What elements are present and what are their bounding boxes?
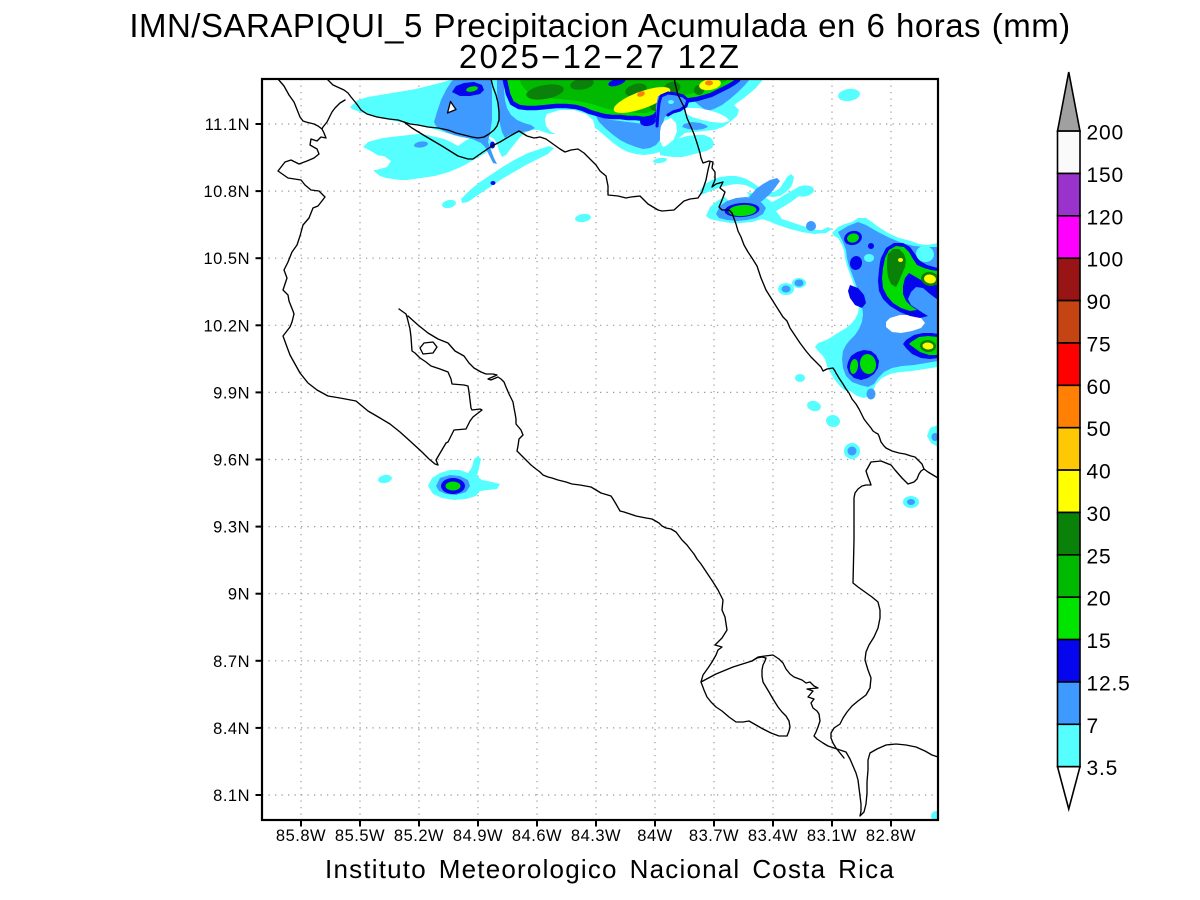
svg-text:9.6N: 9.6N (213, 452, 250, 470)
svg-text:75: 75 (1087, 334, 1112, 357)
svg-text:8.4N: 8.4N (213, 720, 250, 738)
svg-text:25: 25 (1087, 545, 1112, 568)
svg-text:84.9W: 84.9W (453, 827, 503, 845)
svg-text:10.2N: 10.2N (203, 317, 250, 335)
svg-text:12.5: 12.5 (1087, 673, 1131, 696)
svg-text:8.1N: 8.1N (213, 787, 250, 805)
svg-text:8.7N: 8.7N (213, 653, 250, 671)
svg-text:200: 200 (1087, 122, 1124, 145)
svg-text:83.4W: 83.4W (748, 827, 798, 845)
svg-text:82.8W: 82.8W (866, 827, 916, 845)
svg-text:85.5W: 85.5W (335, 827, 385, 845)
svg-text:84.6W: 84.6W (512, 827, 562, 845)
svg-text:10.5N: 10.5N (203, 250, 250, 268)
svg-text:10.8N: 10.8N (203, 183, 250, 201)
svg-text:100: 100 (1087, 249, 1124, 272)
svg-text:30: 30 (1087, 503, 1112, 526)
svg-text:84.3W: 84.3W (571, 827, 621, 845)
svg-text:84W: 84W (637, 827, 672, 845)
svg-text:120: 120 (1087, 206, 1124, 229)
svg-text:90: 90 (1087, 291, 1112, 314)
svg-text:83.7W: 83.7W (689, 827, 739, 845)
svg-text:20: 20 (1087, 588, 1112, 611)
svg-text:Instituto Meteorologico Nacion: Instituto Meteorologico Nacional Costa R… (325, 854, 895, 884)
svg-text:2025−12−27 12Z: 2025−12−27 12Z (459, 38, 741, 75)
svg-text:7: 7 (1087, 715, 1099, 738)
svg-text:83.1W: 83.1W (807, 827, 857, 845)
svg-text:40: 40 (1087, 461, 1112, 484)
svg-text:15: 15 (1087, 630, 1112, 653)
svg-text:3.5: 3.5 (1087, 757, 1119, 780)
svg-text:9.9N: 9.9N (213, 384, 250, 402)
svg-text:85.2W: 85.2W (394, 827, 444, 845)
svg-text:50: 50 (1087, 418, 1112, 441)
svg-text:IMN/SARAPIQUI_5 Precipitacion: IMN/SARAPIQUI_5 Precipitacion Acumulada … (129, 7, 1070, 44)
svg-text:150: 150 (1087, 164, 1124, 187)
svg-text:9N: 9N (228, 586, 250, 604)
svg-text:11.1N: 11.1N (205, 116, 250, 134)
svg-text:60: 60 (1087, 376, 1112, 399)
svg-text:9.3N: 9.3N (213, 519, 250, 537)
svg-text:85.8W: 85.8W (276, 827, 326, 845)
